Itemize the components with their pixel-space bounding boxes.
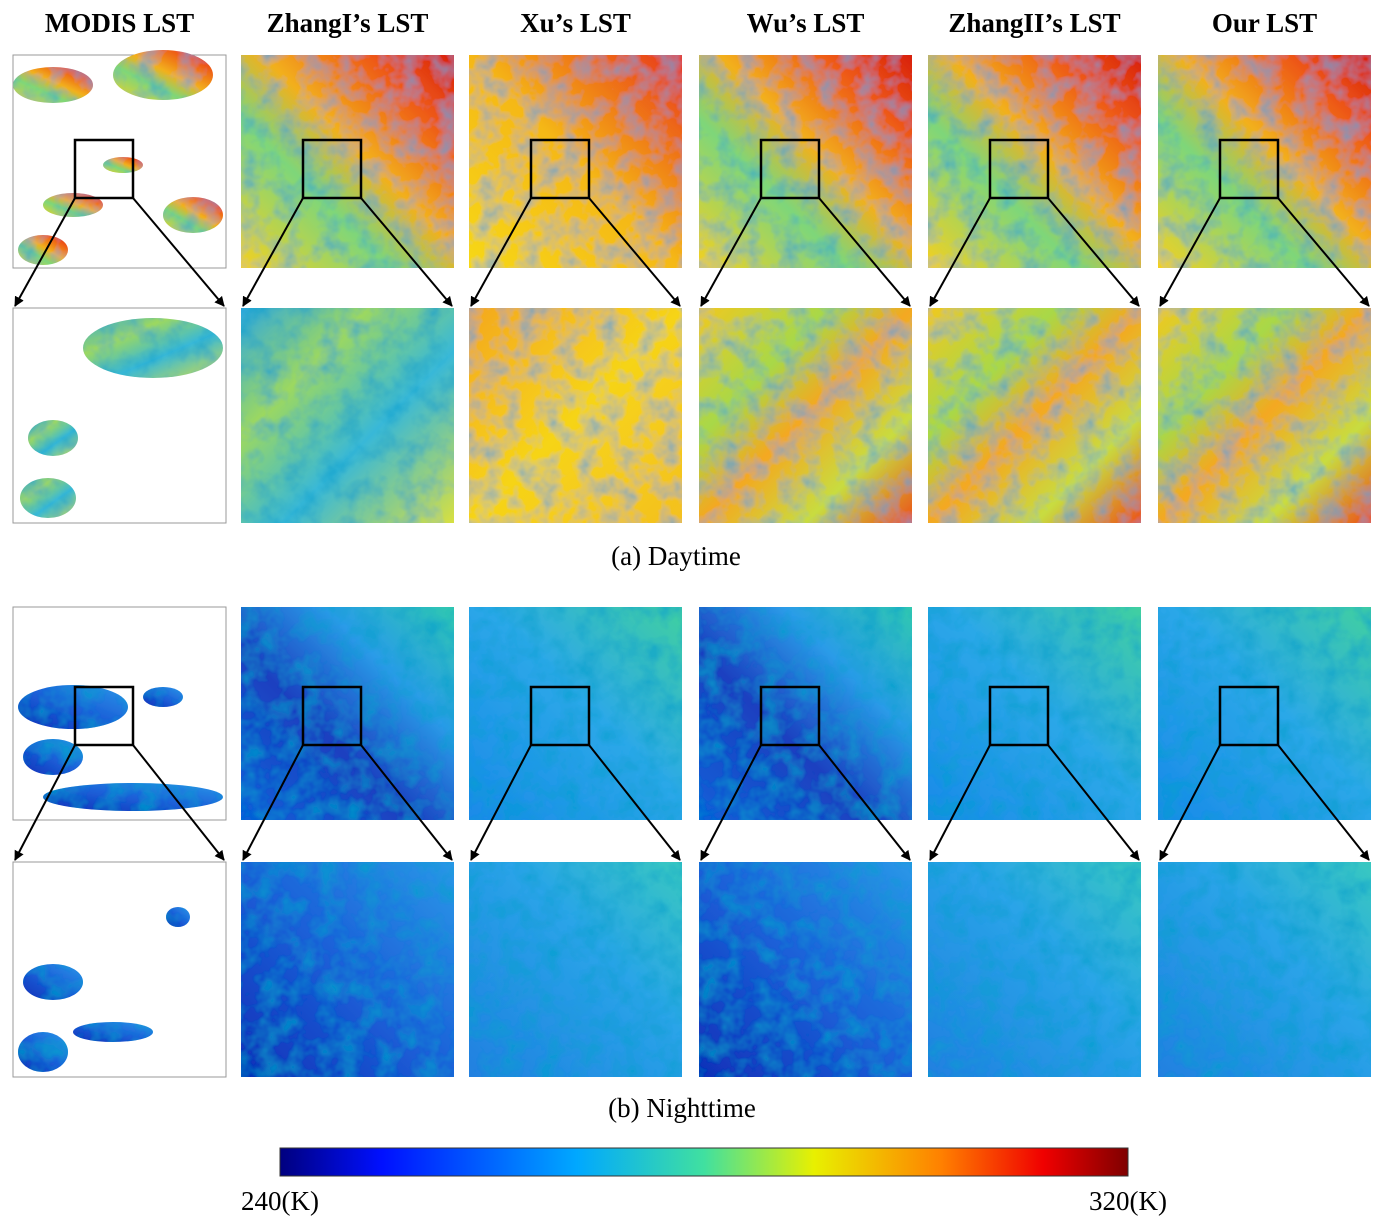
lst-map [699, 55, 912, 268]
modis-patch [166, 907, 190, 927]
lst-zoom [928, 862, 1141, 1077]
modis-patch [103, 157, 143, 173]
modis-patch [18, 235, 68, 265]
caption-day: (a) Daytime [611, 541, 741, 571]
lst-map [699, 607, 912, 820]
modis-patch [23, 964, 83, 1000]
lst-zoom [469, 308, 682, 523]
caption-night: (b) Nighttime [608, 1093, 756, 1123]
figure: MODIS LST ZhangI’s LST Xu’s LST Wu’s LST Zha… [0, 0, 1380, 1216]
lst-zoom [1158, 862, 1371, 1077]
modis-patch [13, 67, 93, 103]
colorbar [280, 1148, 1128, 1176]
modis-patch [18, 1032, 68, 1072]
lst-map [928, 607, 1141, 820]
modis-patch [28, 420, 78, 456]
modis-patch [20, 478, 76, 518]
lst-zoom [928, 308, 1141, 523]
modis-patch [163, 197, 223, 233]
lst-map [469, 55, 682, 268]
lst-map [1158, 607, 1371, 820]
column-header: ZhangI’s LST [267, 8, 429, 38]
lst-zoom [1158, 308, 1371, 523]
modis-patch [143, 687, 183, 707]
column-header: Xu’s LST [520, 8, 631, 38]
modis-patch [18, 685, 128, 729]
lst-zoom [469, 862, 682, 1077]
lst-zoom [699, 308, 912, 523]
colorbar-min-label: 240(K) [241, 1186, 319, 1216]
lst-zoom [241, 862, 454, 1077]
lst-map [928, 55, 1141, 268]
modis-patch [83, 318, 223, 378]
lst-map [241, 607, 454, 820]
column-header: MODIS LST [45, 8, 194, 38]
modis-patch [73, 1022, 153, 1042]
modis-patch [43, 783, 223, 811]
lst-map [1158, 55, 1371, 268]
modis-patch [43, 193, 103, 217]
lst-map [469, 607, 682, 820]
column-header: Our LST [1212, 8, 1317, 38]
lst-zoom [699, 862, 912, 1077]
column-header: ZhangII’s LST [948, 8, 1120, 38]
column-header: Wu’s LST [747, 8, 865, 38]
lst-map [241, 55, 454, 268]
modis-patch [113, 50, 213, 100]
lst-zoom [241, 308, 454, 523]
colorbar-max-label: 320(K) [1089, 1186, 1167, 1216]
